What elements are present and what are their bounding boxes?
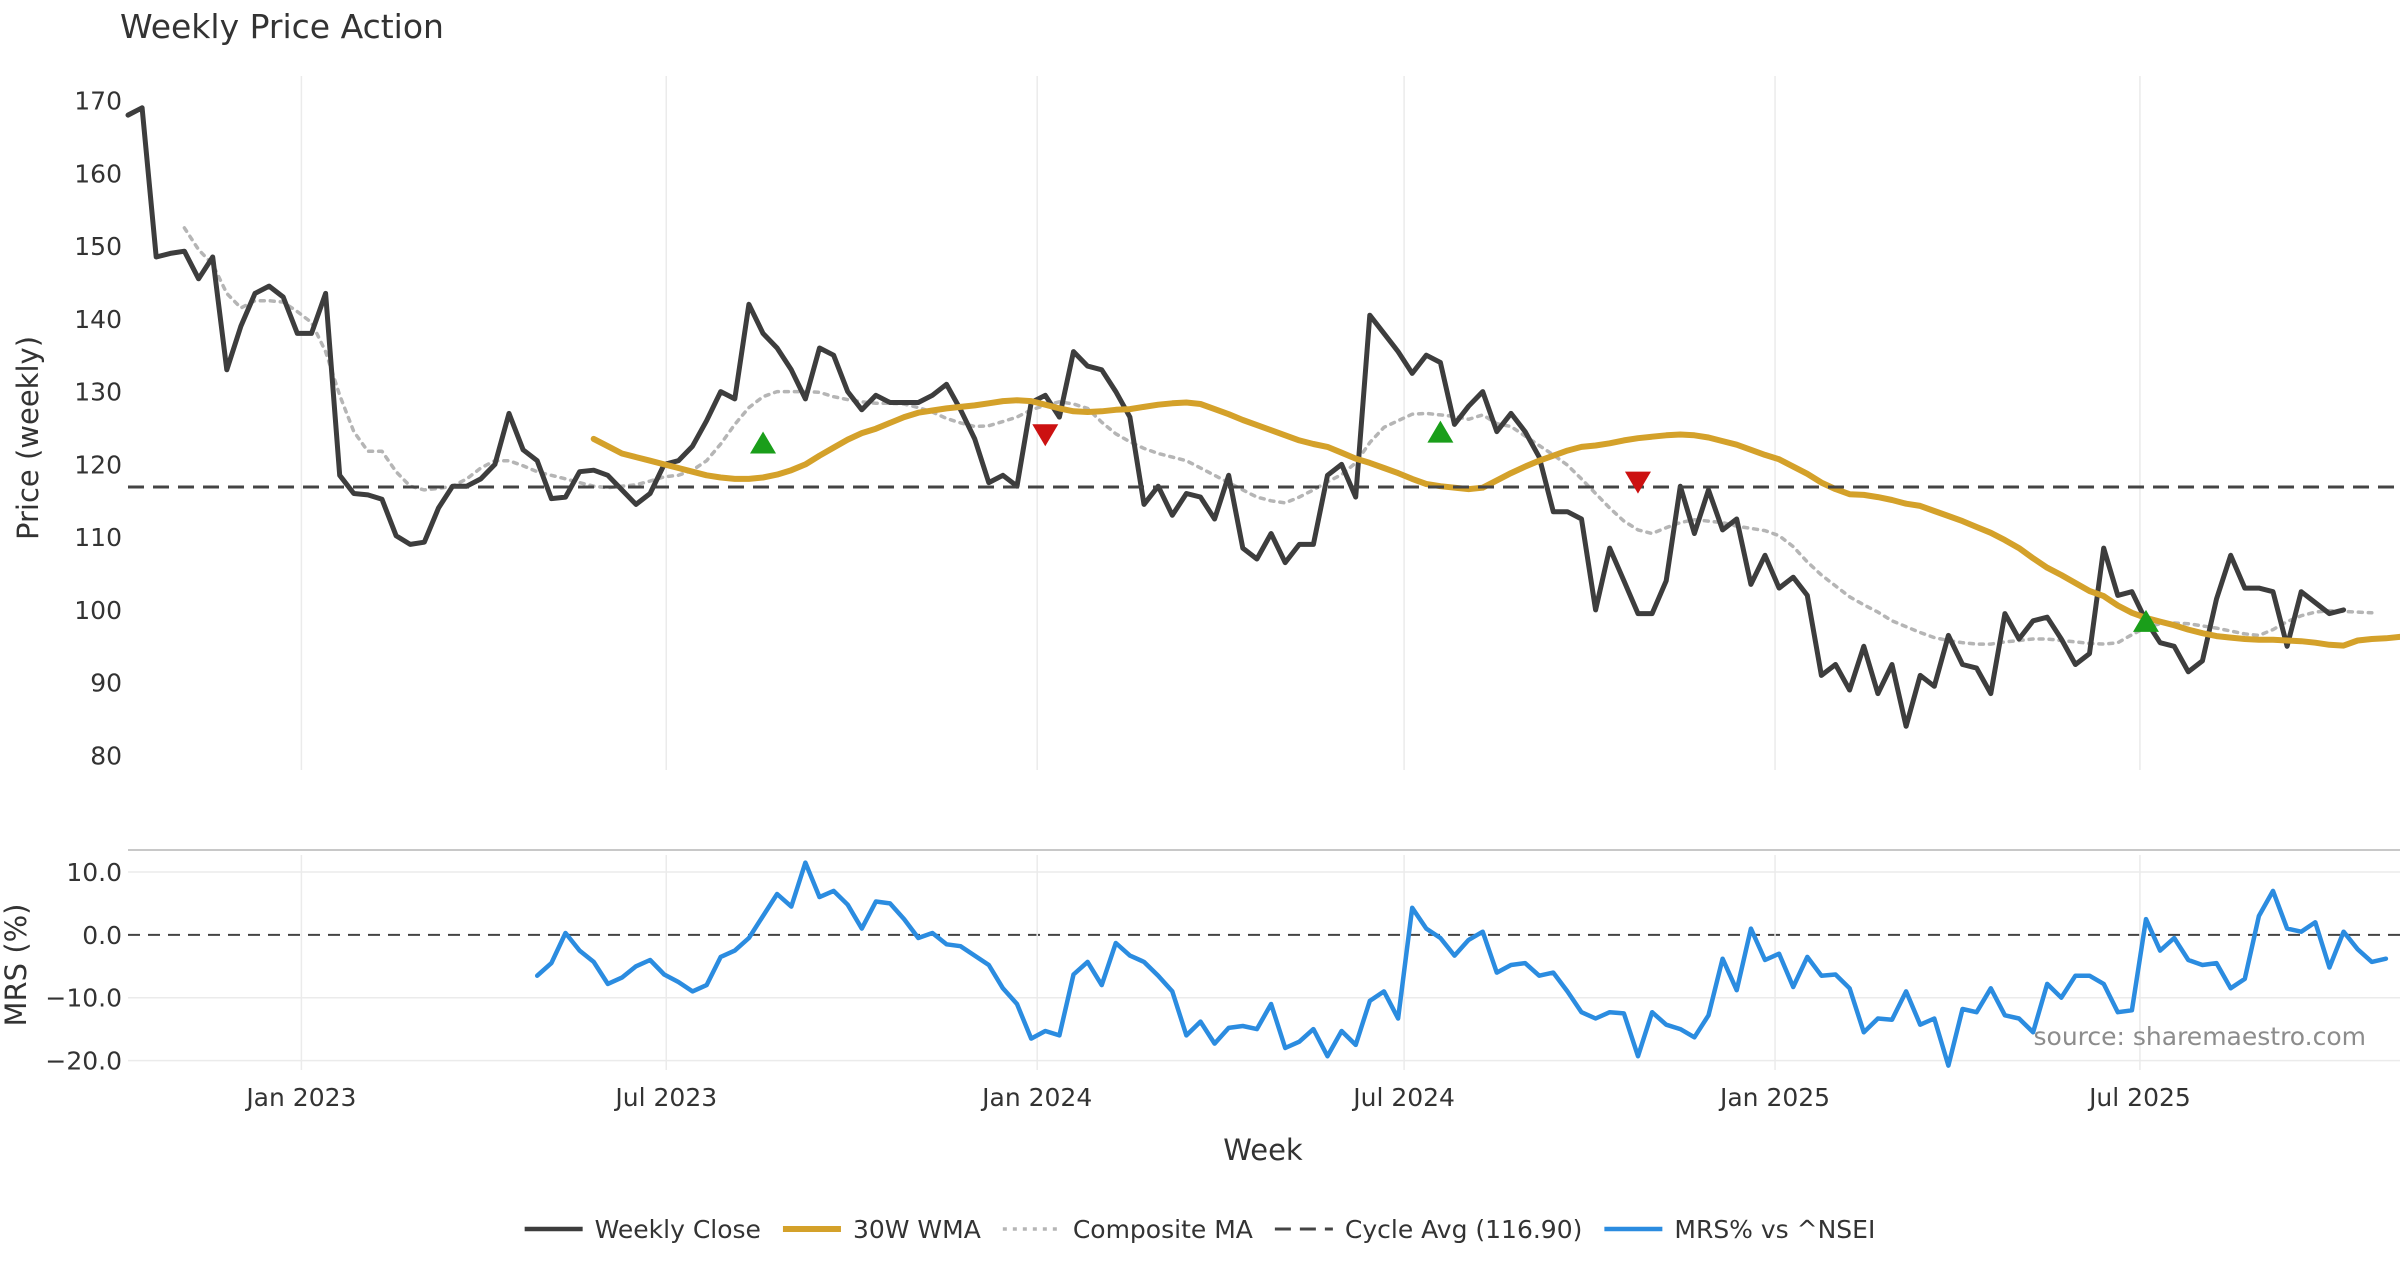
legend-label-2: Composite MA [1073, 1215, 1253, 1244]
legend-label-1: 30W WMA [853, 1215, 981, 1244]
legend-label-4: MRS% vs ^NSEI [1674, 1215, 1875, 1244]
x-tick-label-2: Jan 2024 [980, 1083, 1092, 1112]
mrs-panel: 10.0 0.0 −10.0 −20.0 MRS (%) source: sharem… [0, 855, 2400, 1076]
mrs-y-axis-label: MRS (%) [0, 904, 33, 1027]
price-y-tick-7: 150 [74, 232, 122, 261]
price-y-tick-2: 100 [74, 596, 122, 625]
price-y-tick-4: 120 [74, 450, 122, 479]
x-tick-label-5: Jul 2025 [2087, 1083, 2191, 1112]
mrs-y-tick-3: −20.0 [45, 1047, 122, 1076]
x-tick-label-1: Jul 2023 [613, 1083, 717, 1112]
weekly-close-line [125, 105, 2347, 729]
legend: Weekly Close 30W WMA Composite MA Cycle Avg… [524, 1215, 1875, 1244]
price-y-tick-1: 90 [90, 669, 122, 698]
buy-signal-marker-2 [1427, 420, 1454, 443]
price-y-tick-0: 80 [90, 741, 122, 770]
30w-wma-line [590, 397, 2400, 649]
signal-markers [750, 420, 2159, 632]
sell-signal-marker-3 [1624, 471, 1651, 494]
legend-label-3: Cycle Avg (116.90) [1345, 1215, 1583, 1244]
price-panel: 80 90 100 110 120 130 140 150 160 170 Price (week… [11, 76, 2400, 770]
price-gridlines [300, 76, 2141, 770]
price-y-tick-6: 140 [74, 305, 122, 334]
price-series [125, 105, 2400, 729]
x-axis-label: Week [1223, 1133, 1303, 1167]
x-tick-label-3: Jul 2024 [1351, 1083, 1455, 1112]
price-y-tick-3: 110 [74, 523, 122, 552]
price-y-tick-5: 130 [74, 378, 122, 407]
mrs-y-tick-0: 10.0 [66, 858, 122, 887]
price-y-ticks: 80 90 100 110 120 130 140 150 160 170 [74, 87, 122, 771]
mrs-line [534, 860, 2389, 1068]
mrs-y-ticks: 10.0 0.0 −10.0 −20.0 [45, 858, 122, 1076]
mrs-y-tick-1: 0.0 [82, 921, 122, 950]
legend-label-0: Weekly Close [595, 1215, 761, 1244]
buy-signal-marker-4 [2132, 609, 2159, 632]
price-y-axis-label: Price (weekly) [11, 336, 45, 540]
sell-signal-marker-1 [1032, 424, 1059, 447]
buy-signal-marker-0 [750, 431, 777, 454]
price-y-tick-8: 160 [74, 159, 122, 188]
chart-title: Weekly Price Action [120, 7, 444, 46]
x-tick-label-4: Jan 2025 [1718, 1083, 1830, 1112]
composite-ma-line [182, 226, 2374, 646]
x-tick-label-0: Jan 2023 [244, 1083, 356, 1112]
mrs-y-tick-2: −10.0 [45, 984, 122, 1013]
source-annotation: source: sharemaestro.com [2034, 1022, 2367, 1051]
mrs-gridlines [128, 855, 2400, 1070]
x-axis-ticks: Jan 2023 Jul 2023 Jan 2024 Jul 2024 Jan 2025… [244, 1083, 2190, 1112]
price-y-tick-9: 170 [74, 87, 122, 116]
mrs-series [534, 860, 2389, 1068]
